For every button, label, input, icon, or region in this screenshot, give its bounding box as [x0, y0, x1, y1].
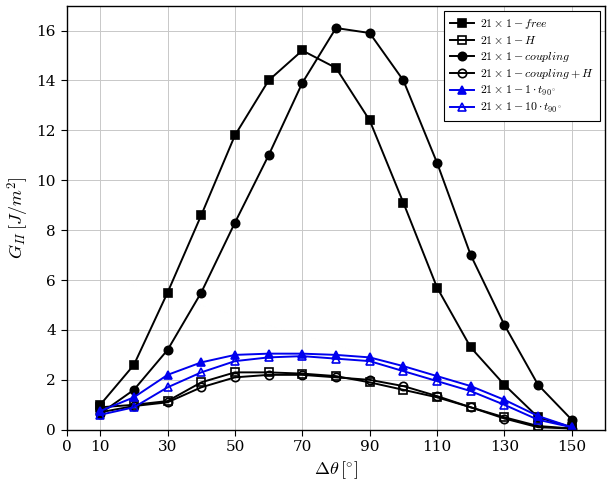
X-axis label: $\Delta\theta\,[^{\circ}]$: $\Delta\theta\,[^{\circ}]$ [314, 460, 358, 482]
Y-axis label: $G_{II}\,[J/m^2]$: $G_{II}\,[J/m^2]$ [5, 176, 31, 259]
Legend: $21 \times 1 - \mathit{free}$, $21 \times 1 - \mathit{H}$, $21 \times 1 - \mathi: $21 \times 1 - \mathit{free}$, $21 \time… [444, 12, 599, 121]
